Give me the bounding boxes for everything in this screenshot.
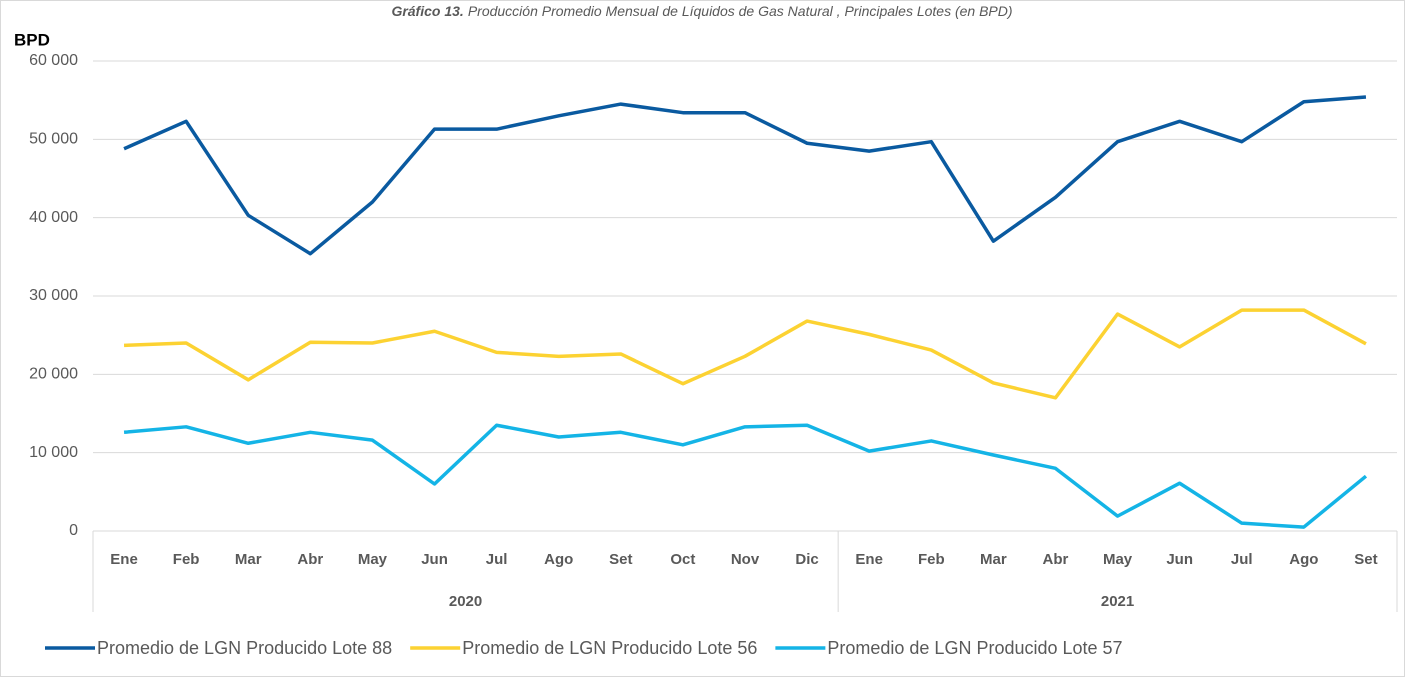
y-tick-label: 20 000: [29, 366, 78, 383]
x-tick-label: Jul: [1231, 551, 1253, 568]
y-tick-label: 40 000: [29, 209, 78, 226]
x-tick-label: May: [358, 551, 388, 568]
series-line: [123, 423, 1368, 529]
x-tick-label: Jun: [1166, 551, 1193, 568]
x-group-label: 2021: [1101, 593, 1134, 610]
x-tick-label: Dic: [795, 551, 818, 568]
y-tick-label: 30 000: [29, 287, 78, 304]
title-label: Gráfico 13.: [391, 3, 463, 19]
x-tick-label: Jul: [486, 551, 508, 568]
y-axis-label: BPD: [14, 30, 50, 49]
legend-label: Promedio de LGN Producido Lote 88: [97, 638, 392, 658]
y-tick-label: 0: [69, 522, 78, 539]
title-text: Producción Promedio Mensual de Líquidos …: [468, 3, 1013, 19]
x-tick-label: Ene: [110, 551, 138, 568]
x-tick-label: May: [1103, 551, 1133, 568]
x-tick-label: Jun: [421, 551, 448, 568]
legend-label: Promedio de LGN Producido Lote 57: [827, 638, 1122, 658]
x-tick-label: Oct: [670, 551, 695, 568]
x-tick-label: Ene: [855, 551, 883, 568]
x-tick-label: Mar: [980, 551, 1007, 568]
x-tick-label: Ago: [544, 551, 573, 568]
series-line: [123, 95, 1367, 256]
y-tick-label: 50 000: [29, 131, 78, 148]
legend-label: Promedio de LGN Producido Lote 56: [462, 638, 757, 658]
x-tick-label: Set: [1354, 551, 1377, 568]
x-tick-label: Feb: [918, 551, 945, 568]
x-tick-label: Abr: [297, 551, 323, 568]
x-tick-label: Mar: [235, 551, 262, 568]
x-tick-label: Ago: [1289, 551, 1318, 568]
x-tick-label: Set: [609, 551, 632, 568]
x-tick-label: Abr: [1043, 551, 1069, 568]
chart-title: Gráfico 13. Producción Promedio Mensual d…: [391, 3, 1012, 19]
x-group-label: 2020: [449, 593, 482, 610]
y-tick-label: 60 000: [29, 52, 78, 69]
y-tick-label: 10 000: [29, 444, 78, 461]
series-line: [123, 308, 1367, 400]
x-tick-label: Nov: [731, 551, 760, 568]
x-tick-label: Feb: [173, 551, 200, 568]
